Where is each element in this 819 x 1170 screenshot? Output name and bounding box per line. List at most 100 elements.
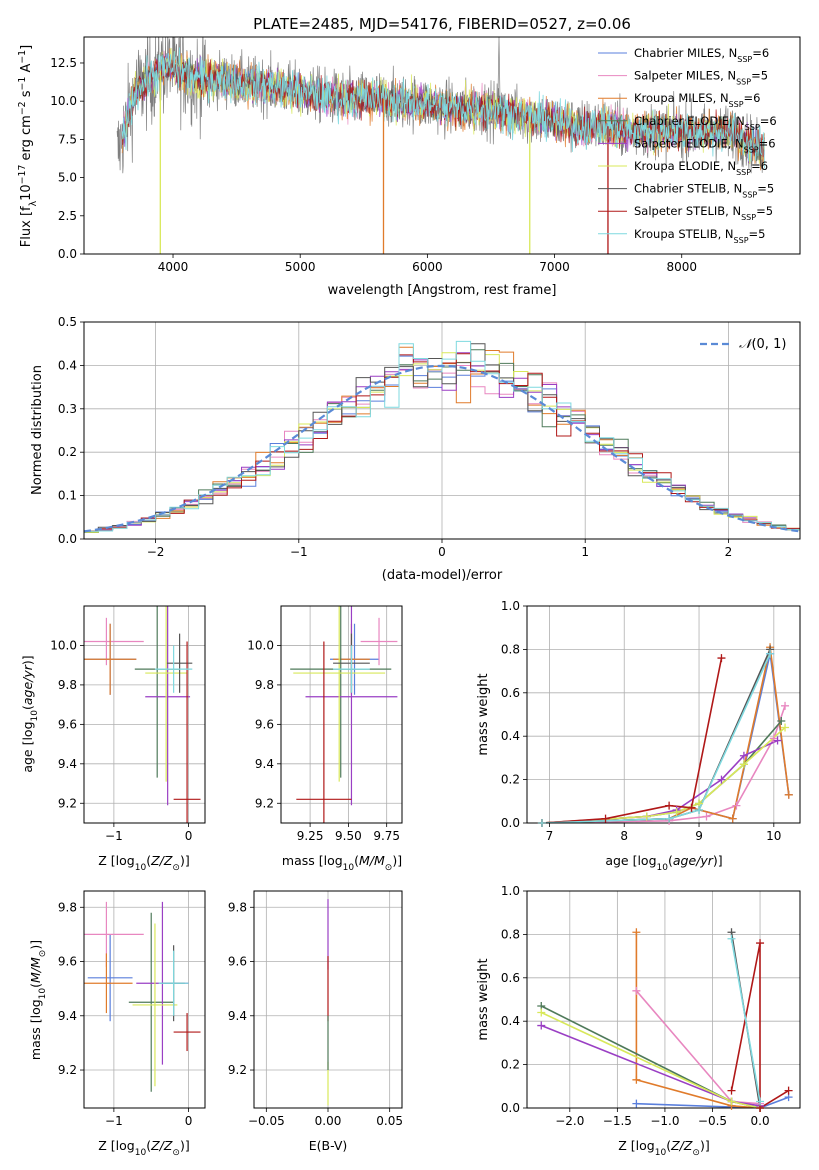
age_vs_mass-plot-area — [290, 606, 398, 823]
weight-marker — [739, 760, 748, 769]
y-tick-label: 9.2 — [58, 796, 77, 810]
legend-label-part: Chabrier STELIB, N — [634, 182, 742, 196]
residuals-axes: −2 −1 0 1 2 0.0 0.1 0.2 0.3 0.4 0.5 — [58, 315, 801, 559]
y-tick-label: 0.8 — [501, 927, 520, 941]
y-tick-label: 9.6 — [228, 955, 247, 969]
ebv-x-label: E(B-V) — [309, 1138, 348, 1153]
y-tick-label: 9.8 — [58, 900, 77, 914]
weight_vs_age-axes: 7 8 9 10 0.0 0.2 0.4 0.6 0.8 1.0 — [501, 599, 801, 843]
age-z-x-label-part: 10 — [135, 863, 147, 873]
weight-marker — [632, 1099, 641, 1108]
y-tick-label: 0.2 — [501, 773, 520, 787]
x-tick-label: −2.0 — [555, 1114, 584, 1128]
y-tick-label: 9.4 — [58, 1009, 77, 1023]
x-tick-label: 0 — [438, 545, 446, 559]
legend-label: Chabrier STELIB, NSSP=5 — [634, 182, 774, 200]
y-tick-label: 9.6 — [255, 717, 274, 731]
y-tick-label: 0.5 — [58, 315, 77, 329]
y-tick-label: 9.8 — [228, 900, 247, 914]
residuals-x-label: (data-model)/error — [382, 568, 503, 583]
spectrum-y-label-part: −1 — [17, 50, 28, 64]
age-z-x-label-part: Z/Z — [150, 853, 173, 868]
x-tick-label: 0 — [185, 1114, 193, 1128]
x-tick-label: 9.50 — [335, 829, 362, 843]
age-z-x-label-part: ⊙ — [172, 863, 180, 873]
age-y-label-part: 10 — [30, 710, 40, 722]
legend-label: Kroupa ELODIE, NSSP=6 — [634, 159, 768, 177]
mass_vs_ebv-axes: −0.05 0.00 0.05 9.2 9.4 9.6 9.8 — [228, 890, 403, 1128]
y-tick-label: 0.4 — [501, 1014, 520, 1028]
age-z-x-label-part: ( — [146, 853, 151, 868]
y-tick-label: 0.2 — [58, 445, 77, 459]
legend-label-part: Salpeter MILES, N — [634, 69, 736, 83]
legend-label: Kroupa MILES, NSSP=6 — [634, 91, 760, 109]
x-tick-label: 9.75 — [373, 829, 400, 843]
figure-title: PLATE=2485, MJD=54176, FIBERID=0527, z=0… — [253, 15, 631, 33]
weight-line-kroupa-stelib — [541, 653, 771, 823]
x-tick-label: −0.05 — [248, 1114, 285, 1128]
x-tick-label: 1 — [581, 545, 589, 559]
y-tick-label: 9.2 — [58, 1063, 77, 1077]
weight-marker — [727, 1097, 736, 1106]
y-tick-label: 2.5 — [58, 209, 77, 223]
legend-label-part: Kroupa MILES, N — [634, 91, 729, 105]
weight-marker — [784, 1086, 793, 1095]
x-tick-label: −1 — [290, 545, 308, 559]
y-tick-label: 7.5 — [58, 132, 77, 146]
weight-age-x-label-part: age [log — [605, 853, 656, 868]
weight-line-chabrier-miles — [636, 1096, 789, 1108]
y-tick-label: 9.4 — [255, 757, 274, 771]
legend-label: Salpeter MILES, NSSP=5 — [634, 69, 768, 87]
weight-age-x-label-part: ( — [668, 853, 673, 868]
legend-label-part: SSP — [742, 190, 757, 199]
spectrum-y-label-part: ] — [19, 45, 34, 50]
mass_vs_Z-plot-area — [84, 901, 201, 1092]
weight-marker — [784, 790, 793, 799]
weight-marker — [632, 928, 641, 937]
spectrum-y-label-part: Flux [f — [19, 206, 34, 247]
y-tick-label: 10.0 — [50, 94, 77, 108]
x-tick-label: 4000 — [158, 260, 189, 274]
y-tick-label: 0.6 — [501, 686, 520, 700]
weight-z-x-label-part: )] — [700, 1138, 710, 1153]
y-tick-label: 0.4 — [58, 358, 77, 372]
age_vs_mass-axes: 9.25 9.50 9.75 9.2 9.4 9.6 9.8 10.0 — [247, 605, 403, 843]
y-tick-label: 9.8 — [58, 678, 77, 692]
weight-marker — [537, 1008, 546, 1017]
weight_vs_age-grid — [527, 605, 800, 824]
spectrum-y-label-part: erg cm — [19, 115, 34, 164]
legend-label-part: Kroupa ELODIE, N — [634, 159, 736, 173]
legend-label-part: SSP — [745, 122, 760, 131]
x-tick-label: −1.0 — [650, 1114, 679, 1128]
axes-frame — [83, 605, 206, 824]
y-tick-label: 12.5 — [50, 56, 77, 70]
spectrum-axes: 4000 5000 6000 7000 8000 0.0 2.5 5.0 7.5 10.0 12.5 — [50, 36, 801, 274]
legend-label-part: =6 — [751, 159, 768, 173]
y-tick-label: 9.4 — [228, 1009, 247, 1023]
x-tick-label: 6000 — [412, 260, 443, 274]
y-tick-label: 9.6 — [58, 955, 77, 969]
y-tick-label: 10.0 — [247, 638, 274, 652]
weight-marker — [728, 814, 737, 823]
weight-line-kroupa-elodie — [541, 726, 786, 823]
weight-line-salpeter-elodie — [541, 1024, 761, 1107]
weight_vs_age-y-label: mass weight — [476, 673, 491, 755]
weight_vs_Z-grid — [527, 890, 800, 1109]
y-tick-label: 0.2 — [501, 1058, 520, 1072]
legend-label-part: SSP — [736, 168, 751, 177]
age-z-x-label-part: )] — [180, 853, 190, 868]
axes-frame — [280, 605, 403, 824]
legend-label-part: Salpeter STELIB, N — [634, 204, 741, 218]
y-tick-label: 0.6 — [501, 971, 520, 985]
residuals-plot-area — [84, 340, 800, 533]
legend-label-part: =6 — [759, 136, 776, 150]
weight_vs_Z-y-label: mass weight — [476, 958, 491, 1040]
weight-marker — [727, 934, 736, 943]
legend-label: Salpeter STELIB, NSSP=5 — [634, 204, 773, 222]
mass-z-x-label-part: Z/Z — [150, 1138, 173, 1153]
axes-frame — [83, 890, 206, 1109]
legend-label-part: SSP — [741, 213, 756, 222]
weight-z-x-label-part: Z/Z — [670, 1138, 693, 1153]
weight-z-x-label-part: ( — [666, 1138, 671, 1153]
weight_vs_Z-axes: −2.0 −1.5 −1.0 −0.5 0.0 0.0 0.2 0.4 0.6 0.8 1.0 — [501, 884, 801, 1128]
